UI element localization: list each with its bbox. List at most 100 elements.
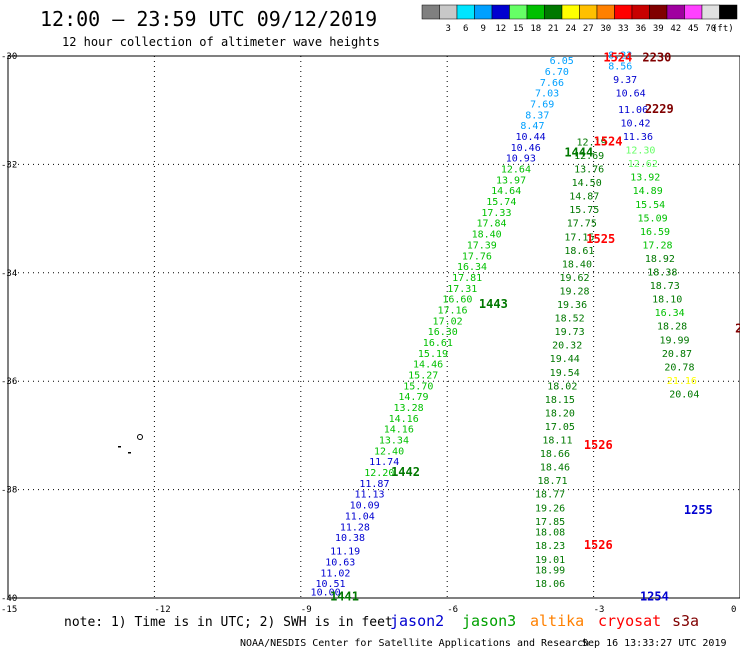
- wave-height-label: 14.64: [491, 186, 521, 197]
- wave-height-label: 17.28: [642, 240, 672, 251]
- wave-height-label: 13.97: [496, 175, 526, 186]
- wave-height-label: 18.46: [540, 463, 570, 474]
- pass-time-label: 1442: [391, 465, 420, 479]
- wave-height-label: 18.06: [535, 579, 565, 590]
- wave-height-label: 19.62: [559, 273, 589, 284]
- wave-height-label: 19.36: [557, 300, 587, 311]
- wave-height-label: 12.40: [374, 446, 404, 457]
- wave-height-label: 10.51: [315, 579, 345, 590]
- longitude-tick-label: -9: [301, 605, 312, 615]
- wave-height-label: 15.19: [418, 349, 448, 360]
- wave-height-label: 15.27: [408, 370, 438, 381]
- scale-swatch: [596, 4, 615, 20]
- scale-swatch: [649, 4, 668, 20]
- scale-swatch: [631, 4, 650, 20]
- wave-height-label: 11.28: [340, 522, 370, 533]
- wave-height-label: 12.19: [577, 137, 607, 148]
- wave-height-label: 10.64: [616, 89, 646, 100]
- wave-height-label: 16.59: [640, 227, 670, 238]
- wave-height-label: 11.87: [359, 479, 389, 490]
- wave-height-label: 16.30: [428, 327, 458, 338]
- wave-height-label: 19.26: [535, 503, 565, 514]
- wave-height-label: 7.66: [540, 78, 564, 89]
- scale-unit: (ft): [712, 24, 734, 34]
- pass-time-label: 1255: [684, 503, 713, 517]
- pass-time-label: 1443: [479, 297, 508, 311]
- wave-height-label: 7.69: [530, 99, 554, 110]
- wave-height-label: 18.40: [472, 230, 502, 241]
- wave-height-label: 17.84: [476, 219, 506, 230]
- wave-height-label: 19.73: [555, 327, 585, 338]
- wave-height-label: 16.34: [457, 262, 487, 273]
- legend-entry-altika: altika: [530, 612, 584, 630]
- wave-height-label: 18.11: [542, 436, 572, 447]
- wave-height-label: 13.92: [630, 173, 660, 184]
- scale-swatch: [701, 4, 720, 20]
- wave-height-label: 11.13: [354, 490, 384, 501]
- scale-swatch: [666, 4, 685, 20]
- latitude-tick-label: -40: [1, 594, 17, 604]
- wave-height-label: 14.16: [389, 414, 419, 425]
- wave-height-label: 20.32: [552, 341, 582, 352]
- scale-tick-label: 3: [446, 24, 451, 34]
- scale-tick-label: 70: [705, 24, 716, 34]
- wave-height-label: 18.20: [545, 408, 575, 419]
- wave-height-label: 6.05: [550, 56, 574, 67]
- legend-entry-s3a: s3a: [672, 612, 699, 630]
- wave-height-label: 18.15: [545, 395, 575, 406]
- wave-height-label: 6.70: [545, 67, 569, 78]
- longitude-tick-label: -15: [1, 605, 17, 615]
- wave-height-label: 18.73: [650, 281, 680, 292]
- scale-swatch: [561, 4, 580, 20]
- wave-height-label: 19.44: [550, 354, 580, 365]
- pass-time-labels: 1524223022291524144415252228144315261442…: [330, 50, 740, 603]
- wave-height-label: 20.87: [662, 349, 692, 360]
- wave-height-label: 17.75: [567, 219, 597, 230]
- wave-height-label: 11.36: [623, 132, 653, 143]
- pass-time-label: 1525: [586, 232, 615, 246]
- wave-height-label: 15.09: [638, 213, 668, 224]
- pass-time-label: 1254: [640, 590, 669, 604]
- wave-height-label: 18.28: [657, 322, 687, 333]
- wave-height-label: 10.09: [350, 501, 380, 512]
- wave-height-label: 14.46: [413, 360, 443, 371]
- latitude-tick-label: -30: [1, 52, 17, 62]
- wave-height-label: 18.92: [645, 254, 675, 265]
- wave-height-label: 8.47: [520, 121, 544, 132]
- wave-height-label: 15.70: [403, 381, 433, 392]
- scale-swatch: [421, 4, 440, 20]
- wave-height-label: 20.78: [664, 362, 694, 373]
- footer-timestamp: Sep 16 13:33:27 UTC 2019: [582, 638, 727, 649]
- wave-height-label: 15.75: [569, 205, 599, 216]
- page-title: 12:00 – 23:59 UTC 09/12/2019: [40, 7, 377, 31]
- longitude-tick-label: 0: [731, 605, 736, 615]
- wave-height-label: 8.37: [525, 110, 549, 121]
- wave-height-label: 18.61: [564, 246, 594, 257]
- wave-height-label: 15.74: [486, 197, 516, 208]
- wave-height-label: 18.38: [647, 268, 677, 279]
- scale-tick-label: 24: [565, 24, 576, 34]
- pass-time-label: 1524: [603, 50, 632, 64]
- wave-height-label: 12.20: [364, 468, 394, 479]
- satellite-legend: jason2 jason3 altika cryosat s3a: [390, 612, 699, 630]
- wave-height-label: 9.37: [613, 75, 637, 86]
- page-subtitle: 12 hour collection of altimeter wave hei…: [62, 35, 380, 49]
- wave-height-label: 14.16: [384, 425, 414, 436]
- wave-height-label: 14.89: [633, 186, 663, 197]
- wave-height-label: 21.16: [667, 376, 697, 387]
- wave-height-label: 18.10: [652, 295, 682, 306]
- wave-height-label: 7.03: [535, 89, 559, 100]
- wave-height-label: 16.61: [423, 338, 453, 349]
- wave-height-label: 16.60: [442, 295, 472, 306]
- scale-tick-label: 6: [463, 24, 468, 34]
- pass-time-label: 1526: [584, 438, 613, 452]
- wave-height-label: 17.81: [452, 273, 482, 284]
- wave-height-label: 19.99: [659, 335, 689, 346]
- scale-swatch: [439, 4, 458, 20]
- pass-time-label: 1524: [594, 134, 623, 148]
- wave-height-label: 11.02: [320, 568, 350, 579]
- wave-height-label: 19.01: [535, 555, 565, 566]
- scale-tick-label: 33: [618, 24, 629, 34]
- latitude-tick-label: -32: [1, 160, 17, 170]
